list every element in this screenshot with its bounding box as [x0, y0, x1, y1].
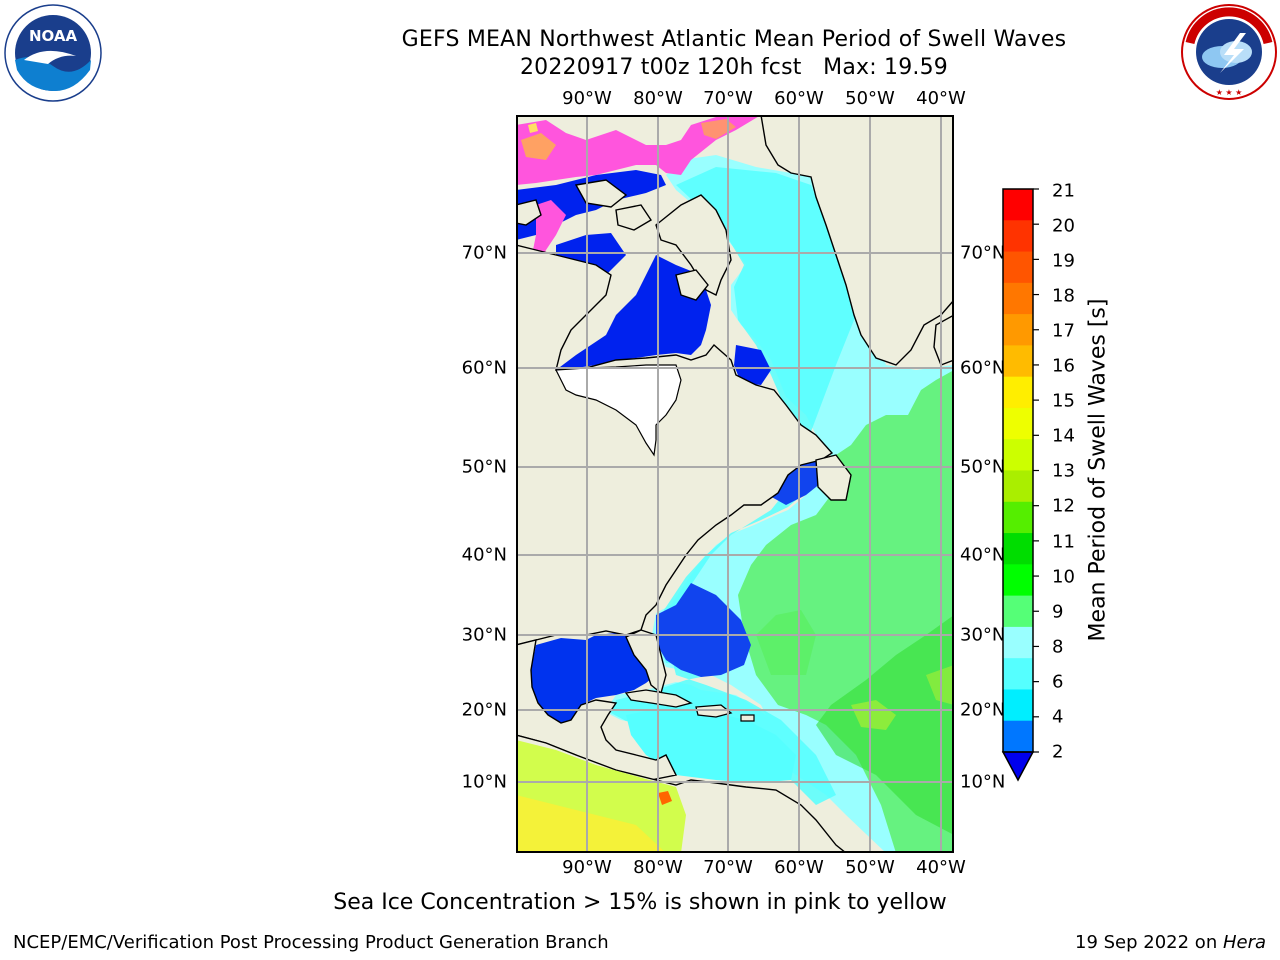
colorbar-tick-label: 15 [1052, 390, 1075, 412]
colorbar-tick-label: 21 [1052, 180, 1075, 202]
colorbar-tick-label: 2 [1052, 741, 1064, 763]
colorbar-tick-label: 18 [1052, 285, 1075, 307]
lat-label-left: 50°N [461, 456, 507, 478]
lon-label-bottom: 80°W [633, 857, 683, 878]
colorbar [1001, 188, 1039, 782]
map-frame [516, 115, 954, 853]
colorbar-tick-label: 20 [1052, 215, 1075, 237]
lat-label-right: 50°N [960, 456, 1006, 478]
land-arctic-island [516, 199, 542, 226]
ocean-blue-hudson-bay [556, 255, 711, 370]
land-labrador-quebec [516, 244, 834, 646]
lon-label-bottom: 70°W [703, 857, 753, 878]
colorbar-segment [1003, 376, 1033, 409]
title-line-1: GEFS MEAN Northwest Atlantic Mean Period… [401, 27, 1067, 52]
credit-text: NCEP/EMC/Verification Post Processing Pr… [13, 932, 609, 953]
date-value: 19 Sep 2022 on [1075, 932, 1223, 953]
lat-label-left: 40°N [461, 544, 507, 566]
land-orange-spot [658, 791, 672, 805]
colorbar-under-extension [1001, 751, 1035, 782]
land-baffin-island [655, 194, 732, 296]
colorbar-tick-label: 12 [1052, 495, 1075, 517]
title-line-2: 20220917 t00z 120h fcst Max: 19.59 [519, 55, 949, 80]
lon-label-bottom: 40°W [916, 857, 966, 878]
colorbar-tick-label: 19 [1052, 250, 1075, 272]
sea-ice-note: Sea Ice Concentration > 15% is shown in … [333, 890, 947, 915]
colorbar-segment [1003, 595, 1033, 628]
lat-label-right: 60°N [960, 357, 1006, 379]
lon-label-top: 40°W [916, 88, 966, 109]
nws-logo: ★ ★ ★ [1181, 4, 1277, 100]
chart-title: GEFS MEAN Northwest Atlantic Mean Period… [0, 26, 1280, 82]
lat-label-right: 40°N [960, 544, 1006, 566]
colorbar-tick-label: 11 [1052, 531, 1075, 553]
sea-ice-orange-patch [521, 133, 556, 160]
land-arctic-island [574, 179, 628, 208]
colorbar-segment [1003, 345, 1033, 378]
sea-ice-yellow-patch [528, 123, 538, 133]
sea-ice-region [516, 115, 761, 185]
ocean-blue-gulf-of-mexico [531, 633, 656, 723]
lat-label-left: 70°N [461, 242, 507, 264]
colorbar-segment [1003, 564, 1033, 597]
land-puerto-rico [740, 714, 755, 722]
colorbar-segment [1003, 189, 1033, 221]
colorbar-tick-label: 6 [1052, 671, 1064, 693]
lon-label-bottom: 60°W [774, 857, 824, 878]
colorbar-tick-label: 8 [1052, 636, 1064, 658]
lat-label-left: 30°N [461, 624, 507, 646]
colorbar-tick-label: 4 [1052, 706, 1064, 728]
colorbar-segment [1003, 251, 1033, 284]
colorbar-title: Mean Period of Swell Waves [s] [1085, 298, 1111, 642]
colorbar-segment [1003, 501, 1033, 534]
ocean-yellowgreen-patch [851, 700, 896, 730]
colorbar-segment [1003, 407, 1033, 440]
lat-label-left: 60°N [461, 357, 507, 379]
swell-period-map [516, 115, 954, 853]
colorbar-segment [1003, 439, 1033, 471]
svg-text:★ ★ ★: ★ ★ ★ [1216, 88, 1243, 97]
land-venezuela-yellow [516, 795, 666, 853]
lat-label-left: 20°N [461, 699, 507, 721]
lat-label-right: 20°N [960, 699, 1006, 721]
land-east-edge [933, 314, 954, 366]
lon-label-top: 80°W [633, 88, 683, 109]
lon-label-top: 50°W [845, 88, 895, 109]
lat-label-right: 30°N [960, 624, 1006, 646]
lat-label-left: 10°N [461, 771, 507, 793]
lat-label-right: 10°N [960, 771, 1006, 793]
colorbar-segment [1003, 689, 1033, 722]
noaa-logo: NOAA [4, 4, 102, 102]
colorbar-tick-label: 10 [1052, 566, 1075, 588]
colorbar-segment [1003, 658, 1033, 690]
colorbar-tick-label: 14 [1052, 425, 1075, 447]
colorbar-segment [1003, 314, 1033, 346]
lon-label-top: 70°W [703, 88, 753, 109]
colorbar-tick-label: 17 [1052, 320, 1075, 342]
ocean-blue-hudson-strait [734, 345, 771, 385]
lon-label-top: 90°W [562, 88, 612, 109]
ocean-cyan-band [611, 167, 856, 805]
colorbar-tick-label: 9 [1052, 601, 1064, 623]
colorbar-segment [1003, 533, 1033, 565]
colorbar-segment [1003, 220, 1033, 253]
colorbar-tick-label: 16 [1052, 355, 1075, 377]
colorbar-segment [1003, 626, 1033, 659]
colorbar-segment [1003, 720, 1033, 753]
graticule [516, 115, 954, 853]
lat-label-right: 70°N [960, 242, 1006, 264]
lon-label-bottom: 50°W [845, 857, 895, 878]
lon-label-bottom: 90°W [562, 857, 612, 878]
land-southampton-island [675, 269, 709, 301]
colorbar-segment [1003, 470, 1033, 503]
date-text: 19 Sep 2022 on Hera [1075, 932, 1266, 953]
noaa-logo-text: NOAA [29, 27, 78, 45]
colorbar-segment [1003, 282, 1033, 315]
colorbar-tick-label: 13 [1052, 460, 1075, 482]
ocean-green-patch-north [756, 610, 816, 675]
lon-label-top: 60°W [774, 88, 824, 109]
land-arctic-island [615, 204, 652, 231]
machine-name: Hera [1222, 932, 1266, 953]
